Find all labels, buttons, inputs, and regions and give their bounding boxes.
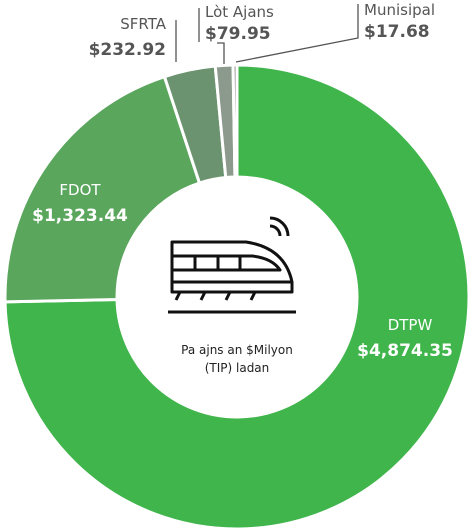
- center-label: (TIP) ladan: [205, 361, 270, 375]
- slice-value: $1,323.44: [32, 206, 128, 226]
- slice-label: Lòt Ajans: [205, 3, 274, 21]
- slice-value: $4,874.35: [357, 341, 453, 361]
- slice-value: $17.68: [364, 22, 430, 42]
- slice-value: $79.95: [205, 24, 271, 44]
- leader-line: [217, 42, 225, 64]
- leader-line: [235, 4, 359, 63]
- donut-hole: [117, 177, 357, 417]
- slices: [3, 63, 471, 529]
- center-label: Pa ajns an $Milyon: [181, 343, 293, 357]
- train-icon: [168, 216, 296, 314]
- slice-label: Munisipal: [364, 1, 435, 19]
- slice-value: $232.92: [89, 40, 166, 60]
- slice-label: SFRTA: [120, 15, 166, 33]
- slice-label: FDOT: [59, 181, 101, 199]
- slice: [231, 63, 239, 179]
- slice-label: DTPW: [388, 316, 433, 334]
